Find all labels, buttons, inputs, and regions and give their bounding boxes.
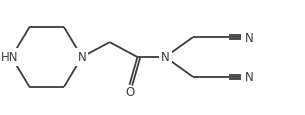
Text: N: N <box>77 51 86 64</box>
Text: N: N <box>161 51 170 64</box>
Text: N: N <box>245 31 254 44</box>
Text: HN: HN <box>1 51 18 64</box>
Text: O: O <box>125 85 134 98</box>
Text: N: N <box>245 71 254 84</box>
